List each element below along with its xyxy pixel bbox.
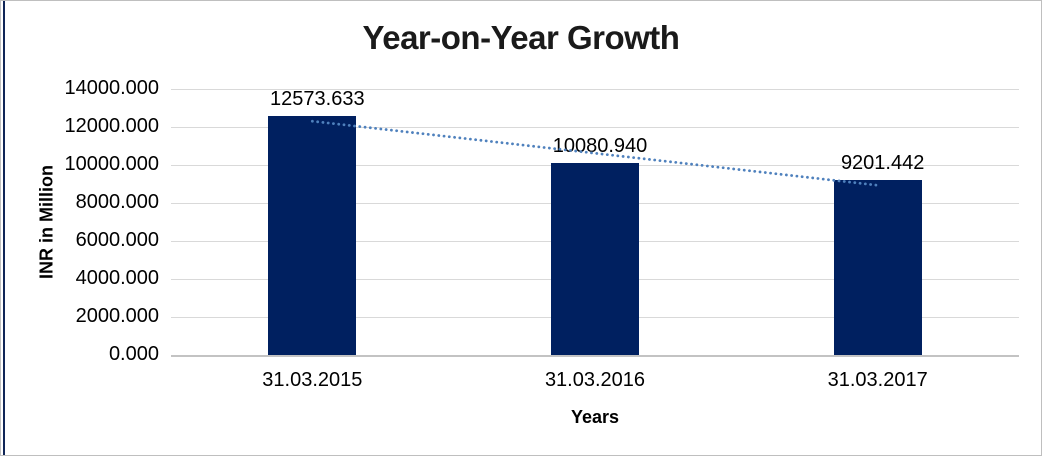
chart-title: Year-on-Year Growth bbox=[362, 19, 680, 56]
y-tick-label: 8000.000 bbox=[75, 191, 159, 213]
y-axis-title: INR in Million bbox=[36, 165, 57, 279]
y-tick-label: 12000.000 bbox=[64, 115, 159, 137]
x-tick-label: 31.03.2016 bbox=[544, 369, 646, 391]
trendline-dotted bbox=[310, 119, 880, 187]
y-tick-label: 0.000 bbox=[108, 343, 159, 365]
gridline bbox=[171, 89, 1019, 90]
x-axis-line bbox=[171, 354, 1019, 357]
data-label: 9201.442 bbox=[840, 152, 925, 175]
x-tick-label: 31.03.2015 bbox=[262, 369, 363, 391]
left-border-line bbox=[3, 1, 5, 455]
bar-31.03.2016 bbox=[551, 163, 639, 355]
y-tick-label: 14000.000 bbox=[64, 77, 159, 99]
x-axis-title: Years bbox=[570, 407, 620, 427]
gridline bbox=[171, 127, 1019, 128]
y-tick-label: 10000.000 bbox=[64, 153, 159, 175]
y-tick-label: 2000.000 bbox=[75, 305, 159, 327]
data-label: 12573.633 bbox=[270, 88, 365, 111]
y-tick-label: 6000.000 bbox=[75, 229, 159, 251]
y-tick-label: 4000.000 bbox=[75, 267, 159, 289]
x-tick-label: 31.03.2017 bbox=[827, 369, 928, 391]
bar-31.03.2015 bbox=[268, 116, 357, 355]
bar-31.03.2017 bbox=[833, 180, 922, 355]
plot-area: 12573.633 10080.940 9201.442 bbox=[171, 88, 1019, 357]
